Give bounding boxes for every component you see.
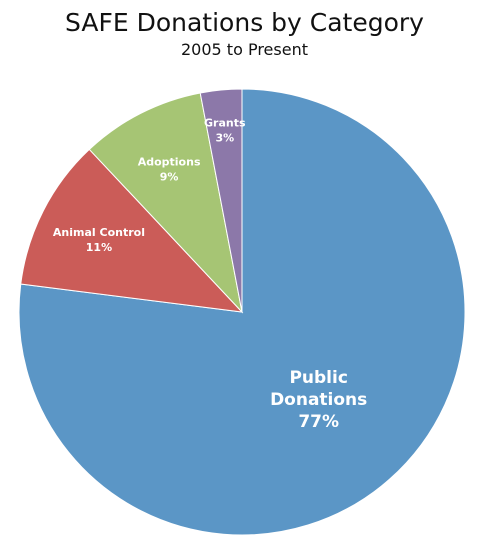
slice-name-label: Public bbox=[289, 368, 347, 388]
slice-name-label: Adoptions bbox=[138, 156, 201, 169]
slice-name-label: Donations bbox=[270, 390, 367, 410]
slice-label-grants: Grants 3% bbox=[204, 117, 246, 145]
pie-slice-animal-control bbox=[20, 148, 244, 313]
slice-name-label: Animal Control bbox=[53, 226, 145, 239]
chart-subtitle: 2005 to Present bbox=[181, 40, 308, 59]
slice-percent-label: 11% bbox=[86, 241, 112, 254]
slice-label-adoptions: Adoptions 9% bbox=[138, 156, 201, 184]
slice-percent-label: 77% bbox=[298, 412, 339, 432]
slice-label-animal-control: Animal Control 11% bbox=[53, 226, 145, 254]
slice-percent-label: 3% bbox=[215, 132, 234, 145]
slice-percent-label: 9% bbox=[160, 171, 179, 184]
slice-name-label: Grants bbox=[204, 117, 246, 130]
pie-slice-adoptions bbox=[88, 92, 243, 314]
chart-title: SAFE Donations by Category bbox=[65, 8, 424, 37]
pie-slice-grants bbox=[199, 88, 243, 313]
